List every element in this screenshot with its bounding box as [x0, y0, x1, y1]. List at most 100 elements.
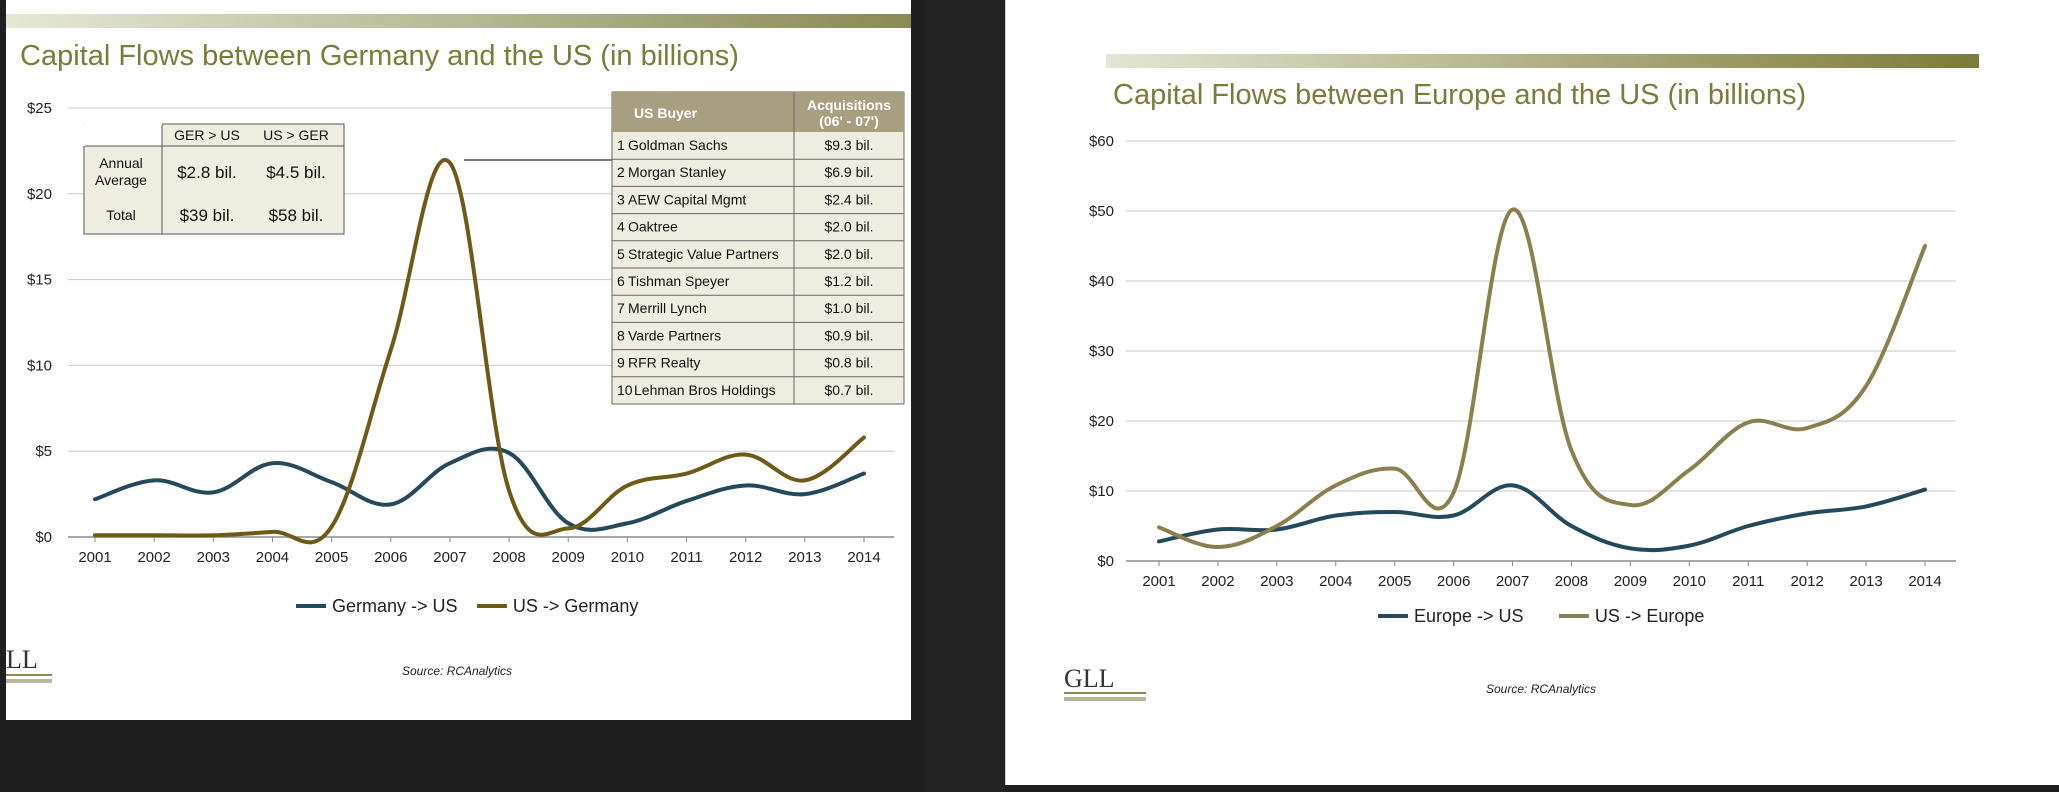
row-label-total: Total	[106, 207, 136, 223]
buyer-row: 4 Oaktree $2.0 bil.	[612, 213, 904, 235]
x-tick-label: 2014	[1908, 573, 1941, 590]
buyer-rank: 3	[617, 191, 625, 207]
x-tick-label: 2011	[670, 549, 702, 566]
chart-title: Capital Flows between Germany and the US…	[20, 40, 739, 72]
x-tick-label: 2006	[1437, 573, 1470, 590]
legend-label: Europe -> US	[1414, 606, 1524, 626]
y-tick-label: $20	[1089, 413, 1114, 430]
y-tick-label: $30	[1089, 343, 1114, 360]
buyer-row: 5 Strategic Value Partners $2.0 bil.	[612, 240, 904, 262]
buyer-amount: $2.0 bil.	[824, 219, 873, 235]
data-point	[566, 521, 570, 525]
data-point	[1157, 525, 1161, 529]
buyer-row: 10 Lehman Bros Holdings $0.7 bil.	[612, 376, 904, 398]
series-line-2	[1157, 207, 1927, 550]
data-point	[1511, 483, 1515, 487]
data-point	[1687, 544, 1691, 548]
y-tick-label: $10	[27, 357, 52, 374]
data-point	[1805, 511, 1809, 515]
y-tick-label: $0	[1097, 553, 1114, 570]
data-point	[93, 533, 97, 537]
x-tick-label: 2010	[1673, 573, 1706, 590]
buyers-table: US Buyer Acquisitions (06' - 07') 1 Goldm…	[611, 91, 905, 405]
buyer-row: 3 AEW Capital Mgmt $2.4 bil.	[612, 185, 904, 207]
data-point	[448, 461, 452, 465]
buyer-name: Lehman Bros Holdings	[634, 382, 776, 398]
x-tick-label: 2012	[729, 549, 762, 566]
buyer-rank: 10	[617, 382, 633, 398]
series-line-1	[93, 446, 866, 532]
y-tick-label: $40	[1089, 273, 1114, 290]
series-line-2	[93, 158, 866, 545]
data-point	[389, 348, 393, 352]
row-label-average: Average	[95, 172, 147, 188]
data-point	[1334, 514, 1338, 518]
data-point	[744, 453, 748, 457]
data-point	[330, 525, 334, 529]
x-tick-label: 2003	[197, 549, 230, 566]
buyer-rank: 9	[617, 355, 625, 371]
y-tick-label: $0	[35, 529, 52, 546]
data-point	[685, 472, 689, 476]
data-point	[507, 489, 511, 493]
data-point	[1923, 488, 1927, 492]
data-point	[93, 497, 97, 501]
x-tick-label: 2014	[847, 549, 880, 566]
source-note: Source: RCAnalytics	[402, 664, 512, 678]
buyer-name: Goldman Sachs	[628, 137, 728, 153]
data-point	[1393, 467, 1397, 471]
x-tick-label: 2007	[433, 549, 466, 566]
annual-us-ger: $4.5 bil.	[266, 163, 326, 182]
data-point	[1746, 420, 1750, 424]
gll-logo: LL	[6, 645, 52, 683]
data-point	[1452, 490, 1456, 494]
buyer-name: Strategic Value Partners	[628, 246, 779, 262]
data-point	[1923, 244, 1927, 248]
data-point	[1157, 539, 1161, 543]
buyer-name: AEW Capital Mgmt	[628, 191, 746, 207]
x-tick-label: 2013	[1849, 573, 1882, 590]
y-tick-label: $10	[1089, 483, 1114, 500]
data-point	[803, 492, 807, 496]
header-us-buyer: US Buyer	[634, 105, 698, 121]
data-point	[862, 435, 866, 439]
data-point	[1393, 510, 1397, 514]
data-point	[1334, 483, 1338, 487]
europe-us-chart: Capital Flows between Europe and the US …	[1064, 54, 1979, 701]
data-point	[803, 478, 807, 482]
y-tick-label: $50	[1089, 203, 1114, 220]
x-tick-label: 2008	[1555, 573, 1588, 590]
x-tick-label: 2010	[611, 549, 644, 566]
data-point	[211, 490, 215, 494]
total-us-ger: $58 bil.	[269, 206, 324, 225]
data-point	[270, 461, 274, 465]
buyer-name: Merrill Lynch	[628, 300, 707, 316]
data-point	[270, 530, 274, 534]
x-tick-label: 2002	[137, 549, 170, 566]
buyer-rank: 4	[617, 219, 625, 235]
legend-label: US -> Germany	[513, 596, 639, 616]
legend-label: Germany -> US	[332, 596, 458, 616]
y-tick-label: $20	[27, 186, 52, 203]
data-point	[448, 161, 452, 165]
buyer-row: 2 Morgan Stanley $6.9 bil.	[612, 158, 904, 180]
x-tick-label: 2002	[1201, 573, 1234, 590]
buyer-amount: $2.4 bil.	[824, 191, 873, 207]
x-tick-label: 2005	[315, 549, 348, 566]
row-label-annual: Annual	[99, 155, 143, 171]
data-point	[1452, 514, 1456, 518]
data-point	[152, 533, 156, 537]
x-tick-label: 2009	[1614, 573, 1647, 590]
y-tick-label: $15	[27, 272, 52, 289]
data-point	[507, 451, 511, 455]
x-tick-label: 2008	[492, 549, 525, 566]
germany-us-chart: Capital Flows between Germany and the US…	[6, 14, 911, 683]
buyer-amount: $1.2 bil.	[824, 273, 873, 289]
x-tick-label: 2004	[256, 549, 289, 566]
x-tick-label: 2004	[1319, 573, 1352, 590]
y-tick-label: $5	[35, 443, 52, 460]
legend-label: US -> Europe	[1595, 606, 1705, 626]
buyer-name: Varde Partners	[628, 327, 721, 343]
data-point	[211, 533, 215, 537]
logo-text: GLL	[1064, 664, 1115, 693]
